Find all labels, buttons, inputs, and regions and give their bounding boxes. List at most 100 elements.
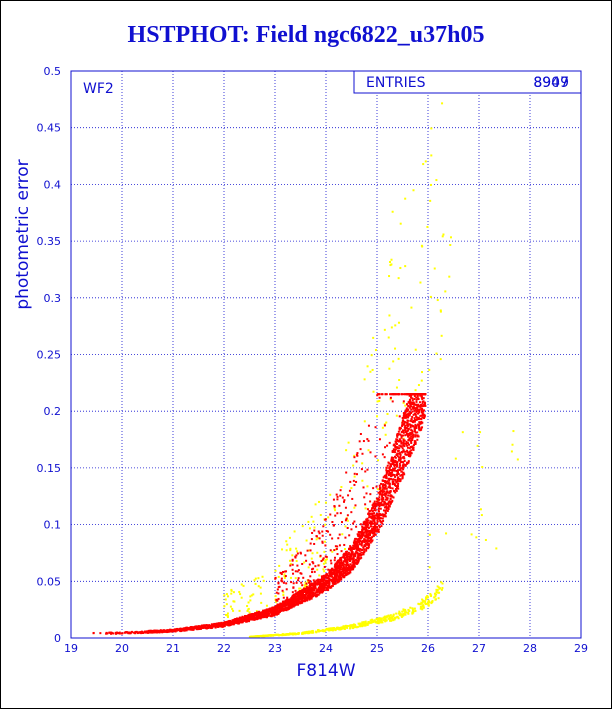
- data-point: [369, 621, 372, 624]
- data-point: [232, 609, 235, 612]
- data-point: [324, 586, 327, 589]
- data-point: [358, 534, 361, 537]
- data-point: [381, 517, 384, 520]
- data-point: [325, 588, 328, 591]
- data-point: [352, 626, 355, 629]
- data-point: [416, 408, 419, 411]
- data-point: [344, 557, 347, 560]
- data-point: [355, 453, 358, 456]
- data-point: [295, 598, 298, 601]
- data-point: [368, 529, 371, 532]
- data-point: [270, 614, 273, 617]
- data-point: [318, 592, 321, 595]
- data-point: [395, 486, 398, 489]
- data-point: [405, 433, 408, 436]
- data-point: [256, 617, 259, 620]
- data-point: [379, 507, 382, 510]
- data-point: [99, 632, 102, 635]
- data-point: [399, 455, 402, 458]
- data-point: [356, 538, 359, 541]
- data-point: [325, 573, 328, 576]
- data-point: [229, 605, 232, 608]
- data-point: [338, 544, 341, 547]
- data-point: [254, 577, 257, 580]
- data-point: [325, 555, 328, 558]
- data-point: [346, 625, 349, 628]
- data-point: [314, 592, 317, 595]
- data-point: [237, 622, 240, 625]
- data-point: [323, 589, 326, 592]
- data-point: [162, 629, 165, 632]
- data-point: [418, 393, 421, 396]
- data-point: [461, 431, 464, 434]
- data-point: [334, 563, 337, 566]
- data-point: [386, 491, 389, 494]
- data-point: [374, 621, 377, 624]
- data-point: [331, 550, 334, 553]
- data-point: [385, 619, 388, 622]
- y-tick-label: 0.45: [37, 122, 62, 135]
- data-point: [391, 471, 394, 474]
- data-point: [516, 458, 519, 461]
- data-point: [396, 472, 399, 475]
- data-point: [237, 619, 240, 622]
- data-point: [285, 582, 288, 585]
- data-point: [404, 428, 407, 431]
- data-point: [397, 449, 400, 452]
- data-point: [339, 626, 342, 629]
- data-point: [220, 622, 223, 625]
- data-point: [396, 478, 399, 481]
- data-point: [377, 491, 380, 494]
- data-point: [415, 418, 418, 421]
- data-point: [377, 509, 380, 512]
- data-point: [302, 589, 305, 592]
- data-point: [410, 435, 413, 438]
- data-point: [411, 410, 414, 413]
- data-point: [430, 154, 433, 157]
- data-point: [398, 466, 401, 469]
- data-point: [345, 559, 348, 562]
- data-point: [274, 595, 277, 598]
- data-point: [511, 443, 514, 446]
- data-point: [427, 599, 430, 602]
- data-point: [272, 612, 275, 615]
- data-point: [276, 603, 279, 606]
- data-point: [340, 485, 343, 488]
- data-point: [371, 619, 374, 622]
- data-point: [296, 594, 299, 597]
- data-point: [378, 438, 381, 441]
- data-point: [400, 442, 403, 445]
- data-point: [396, 452, 399, 455]
- data-point: [307, 579, 310, 582]
- data-point: [200, 625, 203, 628]
- data-point: [361, 525, 364, 528]
- data-point: [352, 568, 355, 571]
- data-point: [317, 578, 320, 581]
- data-point: [283, 608, 286, 611]
- data-point: [305, 559, 308, 562]
- data-point: [424, 160, 427, 163]
- data-point: [366, 365, 369, 368]
- data-point: [378, 617, 381, 620]
- data-point: [384, 495, 387, 498]
- data-point: [332, 498, 335, 501]
- data-point: [418, 408, 421, 411]
- data-point: [384, 615, 387, 618]
- data-point: [286, 543, 289, 546]
- data-point: [401, 466, 404, 469]
- data-point: [394, 444, 397, 447]
- data-point: [311, 560, 314, 563]
- data-point: [366, 508, 369, 511]
- data-point: [346, 573, 349, 576]
- data-point: [253, 612, 256, 615]
- data-point: [414, 403, 417, 406]
- data-point: [300, 593, 303, 596]
- data-point: [284, 570, 287, 573]
- data-point: [343, 566, 346, 569]
- data-point: [510, 450, 513, 453]
- data-point: [412, 419, 415, 422]
- data-point: [362, 621, 365, 624]
- data-point: [312, 567, 315, 570]
- data-point: [164, 630, 167, 633]
- data-point: [249, 615, 252, 618]
